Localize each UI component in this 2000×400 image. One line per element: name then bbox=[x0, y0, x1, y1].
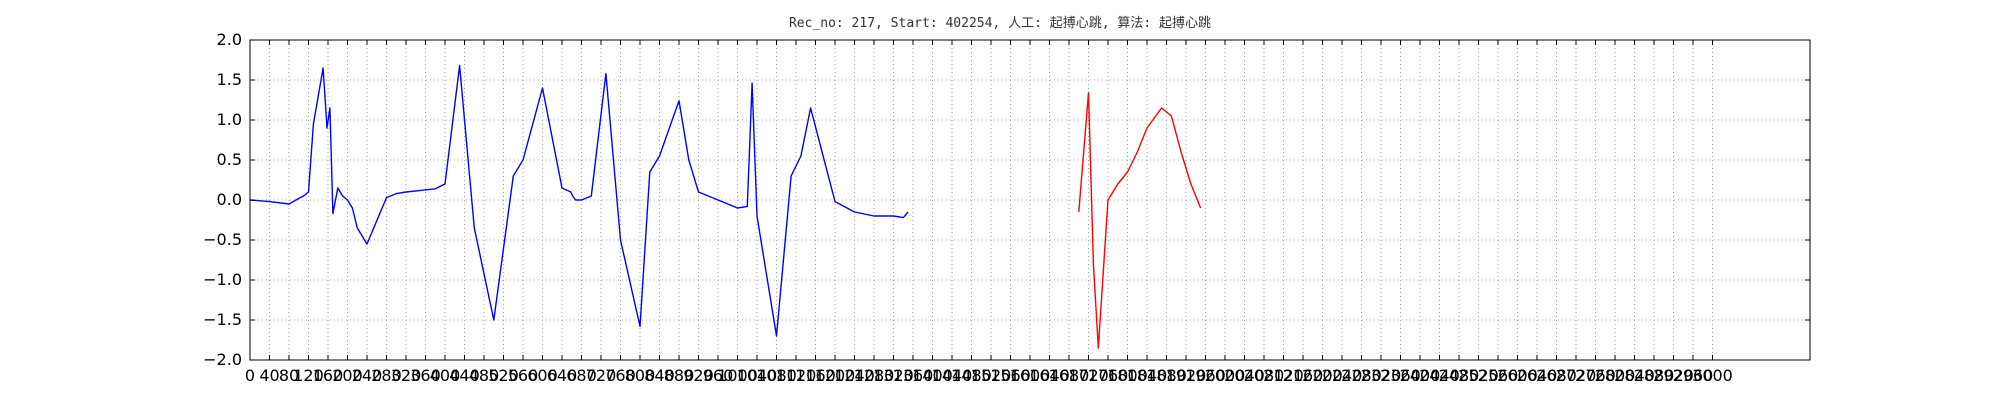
x-tick-label: 2520 bbox=[1458, 366, 1499, 385]
x-tick-label: 1200 bbox=[815, 366, 856, 385]
y-tick-label: 1.5 bbox=[217, 70, 242, 89]
x-tick-label: 2400 bbox=[1400, 366, 1441, 385]
x-tick-label: 1480 bbox=[951, 366, 992, 385]
x-tick-label: 2040 bbox=[1224, 366, 1265, 385]
x-tick-label: 1240 bbox=[834, 366, 875, 385]
x-tick-label: 2720 bbox=[1556, 366, 1597, 385]
x-axis-ticks: 0 40 8012016020024028032036040044048052056… bbox=[245, 40, 1733, 385]
x-tick-label: 2560 bbox=[1478, 366, 1519, 385]
x-tick-label: 2880 bbox=[1634, 366, 1675, 385]
x-tick-label: 2200 bbox=[1302, 366, 1343, 385]
x-tick-label: 2080 bbox=[1244, 366, 1285, 385]
series-line-ecg bbox=[249, 64, 909, 337]
x-tick-label: 280 bbox=[371, 366, 402, 385]
x-tick-label: 320 bbox=[391, 366, 422, 385]
x-tick-label: 2000 bbox=[1205, 366, 1246, 385]
y-tick-label: 1.0 bbox=[217, 110, 242, 129]
x-tick-label: 1400 bbox=[912, 366, 953, 385]
x-tick-label: 2640 bbox=[1517, 366, 1558, 385]
x-tick-label: 1120 bbox=[776, 366, 817, 385]
x-tick-label: 0 bbox=[245, 366, 255, 385]
x-tick-label: 1080 bbox=[756, 366, 797, 385]
x-tick-label: 1960 bbox=[1185, 366, 1226, 385]
x-tick-label: 1520 bbox=[971, 366, 1012, 385]
series-group bbox=[249, 64, 1202, 349]
x-tick-label: 1640 bbox=[1029, 366, 1070, 385]
x-tick-label: 520 bbox=[488, 366, 519, 385]
x-tick-label: 1800 bbox=[1107, 366, 1148, 385]
x-tick-label: 160 bbox=[313, 366, 344, 385]
x-tick-label: 1440 bbox=[932, 366, 973, 385]
chart-title: Rec_no: 217, Start: 402254, 人工: 起搏心跳, 算法… bbox=[789, 15, 1211, 31]
y-tick-label: −1.0 bbox=[203, 270, 242, 289]
x-tick-label: 40 bbox=[259, 366, 279, 385]
x-tick-label: 2840 bbox=[1614, 366, 1655, 385]
x-tick-label: 240 bbox=[352, 366, 383, 385]
y-tick-label: 2.0 bbox=[217, 30, 242, 49]
x-tick-label: 120 bbox=[293, 366, 324, 385]
x-tick-label: 80 bbox=[279, 366, 299, 385]
x-tick-label: 2600 bbox=[1497, 366, 1538, 385]
x-tick-label: 1360 bbox=[893, 366, 934, 385]
x-tick-label: 2320 bbox=[1361, 366, 1402, 385]
x-tick-label: 560 bbox=[508, 366, 539, 385]
x-tick-label: 1880 bbox=[1146, 366, 1187, 385]
y-axis-ticks: 2.0 1.5 1.0 0.5 0.0 −0.5 −1.0 −1.5 −2.0 bbox=[203, 30, 1810, 369]
x-tick-label: 2240 bbox=[1322, 366, 1363, 385]
x-tick-label: 2920 bbox=[1653, 366, 1694, 385]
x-tick-label: 800 bbox=[625, 366, 656, 385]
y-tick-label: −0.5 bbox=[203, 230, 242, 249]
x-tick-label: 720 bbox=[586, 366, 617, 385]
x-tick-label: 1680 bbox=[1049, 366, 1090, 385]
y-tick-label: 0.5 bbox=[217, 150, 242, 169]
x-tick-label: 2800 bbox=[1595, 366, 1636, 385]
x-tick-label: 880 bbox=[664, 366, 695, 385]
x-tick-label: 680 bbox=[566, 366, 597, 385]
x-tick-label: 2160 bbox=[1283, 366, 1324, 385]
x-tick-label: 2480 bbox=[1439, 366, 1480, 385]
x-tick-label: 1160 bbox=[795, 366, 836, 385]
grid-lines bbox=[249, 39, 1810, 361]
x-tick-label: 2280 bbox=[1341, 366, 1382, 385]
x-tick-label: 2360 bbox=[1380, 366, 1421, 385]
x-tick-label: 3000 bbox=[1692, 366, 1733, 385]
x-tick-label: 640 bbox=[547, 366, 578, 385]
series-line-highlighted-beat bbox=[1078, 92, 1202, 349]
x-tick-label: 1840 bbox=[1127, 366, 1168, 385]
x-tick-label: 2960 bbox=[1673, 366, 1714, 385]
x-tick-label: 1280 bbox=[854, 366, 895, 385]
x-tick-label: 1920 bbox=[1166, 366, 1207, 385]
x-tick-label: 400 bbox=[430, 366, 461, 385]
x-tick-label: 1760 bbox=[1088, 366, 1129, 385]
y-tick-label: 0.0 bbox=[217, 190, 242, 209]
x-tick-label: 1600 bbox=[1010, 366, 1051, 385]
y-tick-label: −2.0 bbox=[203, 350, 242, 369]
x-tick-label: 440 bbox=[449, 366, 480, 385]
x-tick-label: 1040 bbox=[737, 366, 778, 385]
x-tick-label: 480 bbox=[469, 366, 500, 385]
x-tick-label: 920 bbox=[683, 366, 714, 385]
x-tick-label: 200 bbox=[332, 366, 363, 385]
x-tick-label: 960 bbox=[703, 366, 734, 385]
x-tick-label: 840 bbox=[644, 366, 675, 385]
x-tick-label: 2680 bbox=[1536, 366, 1577, 385]
x-tick-label: 1720 bbox=[1068, 366, 1109, 385]
x-tick-label: 360 bbox=[410, 366, 441, 385]
x-tick-label: 760 bbox=[605, 366, 636, 385]
x-tick-label: 1560 bbox=[990, 366, 1031, 385]
x-tick-label: 2120 bbox=[1263, 366, 1304, 385]
x-tick-label: 1320 bbox=[873, 366, 914, 385]
x-tick-label: 1000 bbox=[717, 366, 758, 385]
y-tick-label: −1.5 bbox=[203, 310, 242, 329]
x-tick-label: 600 bbox=[527, 366, 558, 385]
x-tick-label: 2440 bbox=[1419, 366, 1460, 385]
x-tick-label: 2760 bbox=[1575, 366, 1616, 385]
